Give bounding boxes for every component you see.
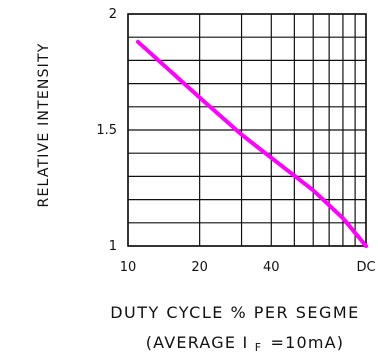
y-tick-label: 1 bbox=[109, 239, 117, 254]
y-tick-label: 1.5 bbox=[96, 123, 117, 138]
x-tick-label: 10 bbox=[120, 260, 137, 275]
x-axis-sublabel-suffix: =10mA) bbox=[271, 333, 345, 352]
x-tick-label: DC bbox=[356, 260, 375, 275]
x-axis-sublabel-prefix: (AVERAGE I bbox=[146, 333, 249, 352]
relative-intensity-curve bbox=[135, 39, 368, 248]
x-axis-sublabel-subscript: F bbox=[255, 341, 263, 354]
y-axis-label: RELATIVE INTENSITY bbox=[36, 43, 52, 208]
x-tick-label: 40 bbox=[263, 260, 280, 275]
series-layer bbox=[135, 39, 368, 248]
x-axis-sublabel: (AVERAGE I F =10mA) bbox=[146, 333, 345, 355]
y-tick-label: 2 bbox=[109, 7, 117, 22]
tick-label-layer: 10 20 40 DC 1 1.5 2 bbox=[96, 7, 375, 275]
x-axis-label: DUTY CYCLE % PER SEGME bbox=[110, 303, 360, 322]
plot-frame bbox=[127, 13, 367, 247]
grid-layer bbox=[127, 13, 367, 247]
x-tick-label: 20 bbox=[191, 260, 208, 275]
